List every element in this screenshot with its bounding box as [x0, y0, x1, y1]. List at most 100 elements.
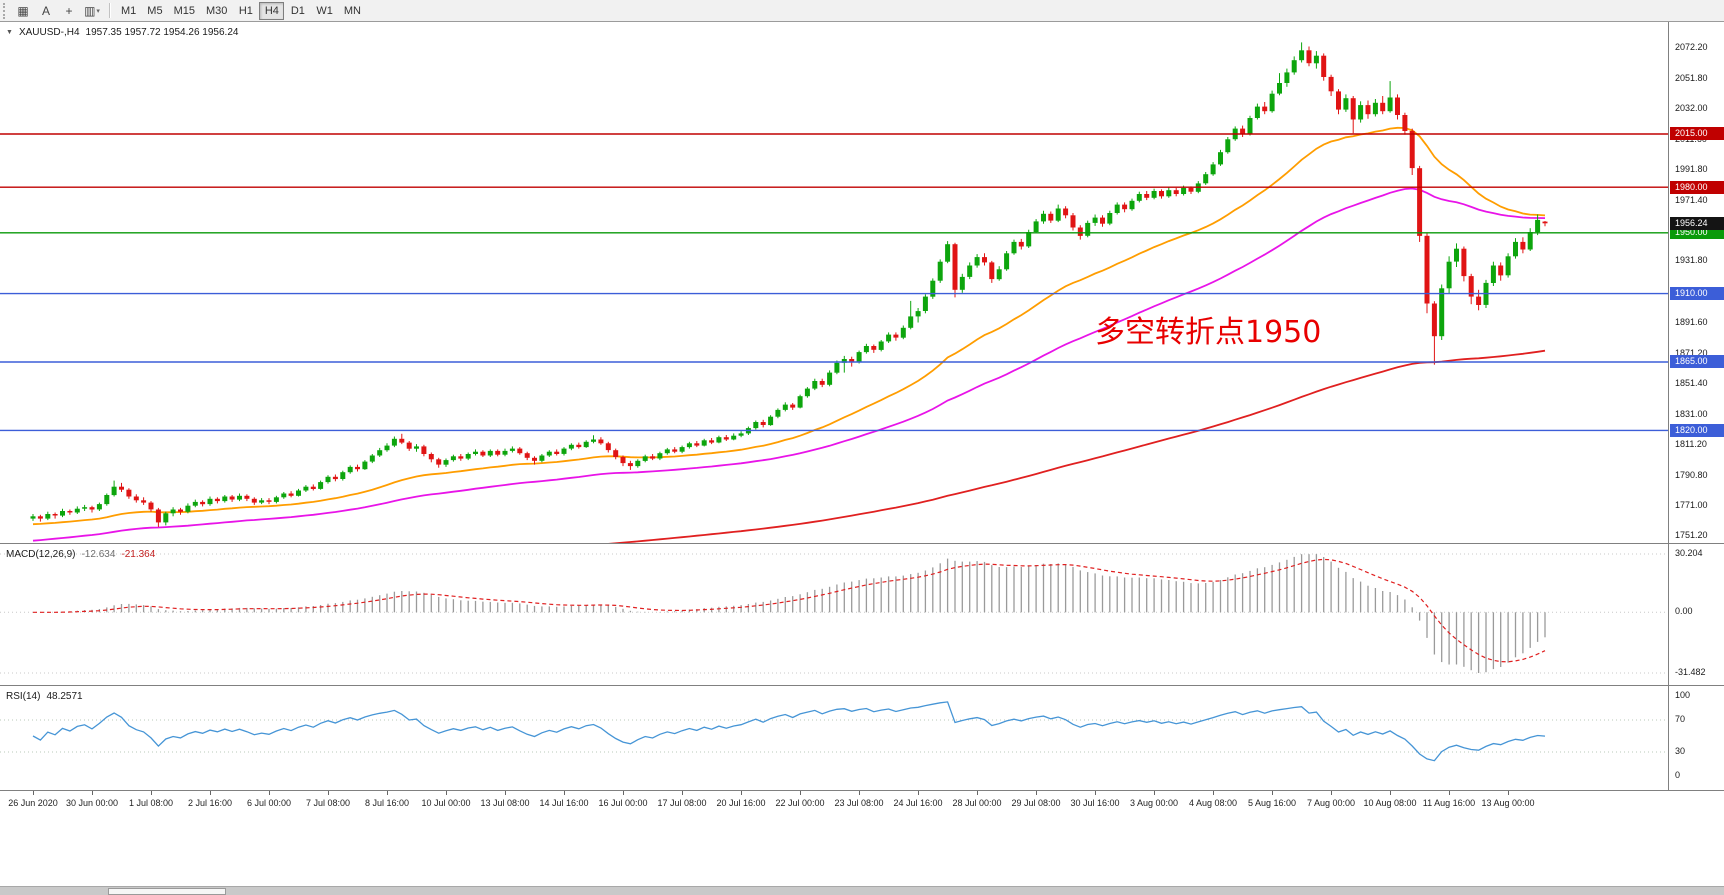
time-axis-label: 10 Aug 08:00	[1363, 798, 1417, 808]
rsi-level-lines	[0, 719, 1668, 753]
ma-line-1	[32, 126, 1546, 526]
price-axis-label: 1991.80	[1675, 164, 1708, 174]
time-tick	[1095, 791, 1096, 795]
dropdown-caret-icon: ▾	[96, 7, 100, 15]
time-tick	[623, 791, 624, 795]
time-axis[interactable]: 26 Jun 2020 30 Jun 00:00 1 Jul 08:00 2 Jul …	[0, 791, 1724, 815]
time-axis-label: 13 Jul 08:00	[480, 798, 530, 808]
toolbar-icon-group: ▦ A + ▥ ▾	[12, 1, 103, 20]
main-chart-panel[interactable]: 多空转折点1950 ▼ XAUUSD-,H4 1957.35 1957.72 1…	[0, 22, 1668, 543]
level-price-badge: 1910.00	[1670, 287, 1724, 300]
price-axis-label: 1931.80	[1675, 255, 1708, 265]
price-axis-label: 1771.00	[1675, 500, 1708, 510]
ma-line-2	[32, 187, 1546, 542]
macd-axis-label: 30.204	[1675, 548, 1703, 558]
time-tick	[977, 791, 978, 795]
macd-axis-label: -31.482	[1675, 667, 1706, 677]
new-chart-icon[interactable]: ▦	[12, 1, 34, 20]
time-axis-label: 2 Jul 16:00	[187, 798, 233, 808]
time-tick	[269, 791, 270, 795]
time-tick	[387, 791, 388, 795]
horizontal-level-lines[interactable]	[0, 133, 1668, 432]
time-axis-label: 29 Jul 08:00	[1011, 798, 1061, 808]
time-axis-label: 22 Jul 00:00	[775, 798, 825, 808]
rsi-header: RSI(14) 48.2571	[6, 691, 83, 702]
time-axis-label: 17 Jul 08:00	[657, 798, 707, 808]
candles	[30, 42, 1548, 527]
time-axis-label: 14 Jul 16:00	[539, 798, 589, 808]
price-axis-label: 1971.40	[1675, 195, 1708, 205]
macd-canvas[interactable]	[0, 544, 1668, 685]
time-axis-label: 3 Aug 00:00	[1129, 798, 1179, 808]
time-axis-label: 5 Aug 16:00	[1247, 798, 1297, 808]
time-axis-label: 4 Aug 08:00	[1188, 798, 1238, 808]
price-axis[interactable]: 2072.202051.802032.002011.601991.801971.…	[1668, 22, 1724, 790]
timeframe-button-w1[interactable]: W1	[311, 2, 338, 20]
toolbar-grip-handle[interactable]	[3, 2, 8, 19]
timeframe-button-mn[interactable]: MN	[339, 2, 366, 20]
rsi-axis-label: 0	[1675, 770, 1681, 780]
timeframe-button-d1[interactable]: D1	[285, 2, 310, 20]
time-tick	[33, 791, 34, 795]
macd-histogram	[39, 554, 1546, 673]
timeframe-group: M1 M5 M15 M30 H1 H4 D1 W1 MN	[116, 1, 366, 20]
price-axis-label: 1851.40	[1675, 378, 1708, 388]
horizontal-scrollbar[interactable]	[0, 886, 1724, 895]
cursor-icon[interactable]: A	[35, 1, 57, 20]
chart-annotation: 多空转折点1950	[1095, 315, 1321, 350]
time-tick	[328, 791, 329, 795]
macd-header: MACD(12,26,9) -12.634 -21.364	[6, 549, 155, 560]
macd-label: MACD(12,26,9)	[6, 549, 76, 560]
macd-panel[interactable]: MACD(12,26,9) -12.634 -21.364	[0, 544, 1668, 685]
time-tick	[800, 791, 801, 795]
time-axis-label: 6 Jul 00:00	[246, 798, 292, 808]
timeframe-button-h4[interactable]: H4	[259, 1, 285, 20]
price-axis-label: 2072.20	[1675, 42, 1708, 52]
timeframe-button-m15[interactable]: M15	[169, 2, 200, 20]
rsi-value: 48.2571	[46, 691, 83, 702]
ohlc-values: 1957.35 1957.72 1954.26 1956.24	[85, 27, 239, 38]
scrollbar-thumb[interactable]	[108, 888, 226, 895]
price-axis-label: 1871.20	[1675, 348, 1708, 358]
timeframe-button-m30[interactable]: M30	[201, 2, 232, 20]
chart-type-icon[interactable]: ▥ ▾	[81, 1, 103, 20]
time-axis-label: 30 Jun 00:00	[65, 798, 119, 808]
time-tick	[1508, 791, 1509, 795]
time-axis-label: 11 Aug 16:00	[1422, 798, 1476, 808]
macd-main-value: -12.634	[81, 549, 116, 560]
timeframe-button-m1[interactable]: M1	[116, 2, 141, 20]
time-tick	[918, 791, 919, 795]
time-tick	[92, 791, 93, 795]
panel-divider-macd[interactable]	[0, 543, 1724, 544]
time-axis-label: 13 Aug 00:00	[1481, 798, 1535, 808]
panel-divider-rsi[interactable]	[0, 685, 1724, 686]
main-chart-canvas[interactable]: 多空转折点1950	[0, 22, 1668, 543]
rsi-axis-label: 30	[1675, 746, 1686, 756]
moving-averages	[32, 126, 1546, 543]
time-axis-label: 7 Aug 00:00	[1306, 798, 1356, 808]
current-price-badge: 1956.24	[1670, 217, 1724, 230]
time-axis-label: 20 Jul 16:00	[716, 798, 766, 808]
price-axis-label: 1790.80	[1675, 470, 1708, 480]
crosshair-icon[interactable]: +	[58, 1, 80, 20]
time-axis-label: 30 Jul 16:00	[1070, 798, 1120, 808]
price-axis-label: 1891.60	[1675, 317, 1708, 327]
time-axis-label: 10 Jul 00:00	[421, 798, 471, 808]
rsi-panel[interactable]: RSI(14) 48.2571	[0, 686, 1668, 790]
timeframe-button-h1[interactable]: H1	[233, 2, 258, 20]
rsi-axis-label: 100	[1675, 690, 1691, 700]
time-tick	[1449, 791, 1450, 795]
level-price-badge: 1980.00	[1670, 181, 1724, 194]
timeframe-button-m5[interactable]: M5	[142, 2, 167, 20]
price-axis-label: 2051.80	[1675, 73, 1708, 83]
macd-signal-line	[33, 558, 1546, 663]
price-axis-label: 1811.20	[1675, 439, 1707, 449]
rsi-canvas[interactable]	[0, 686, 1668, 790]
level-price-badge: 1865.00	[1670, 355, 1724, 368]
time-tick	[741, 791, 742, 795]
time-tick	[859, 791, 860, 795]
time-axis-label: 23 Jul 08:00	[834, 798, 884, 808]
toolbar-separator	[109, 3, 110, 18]
rsi-axis-label: 70	[1675, 714, 1686, 724]
collapse-chart-icon[interactable]: ▼	[6, 29, 13, 36]
